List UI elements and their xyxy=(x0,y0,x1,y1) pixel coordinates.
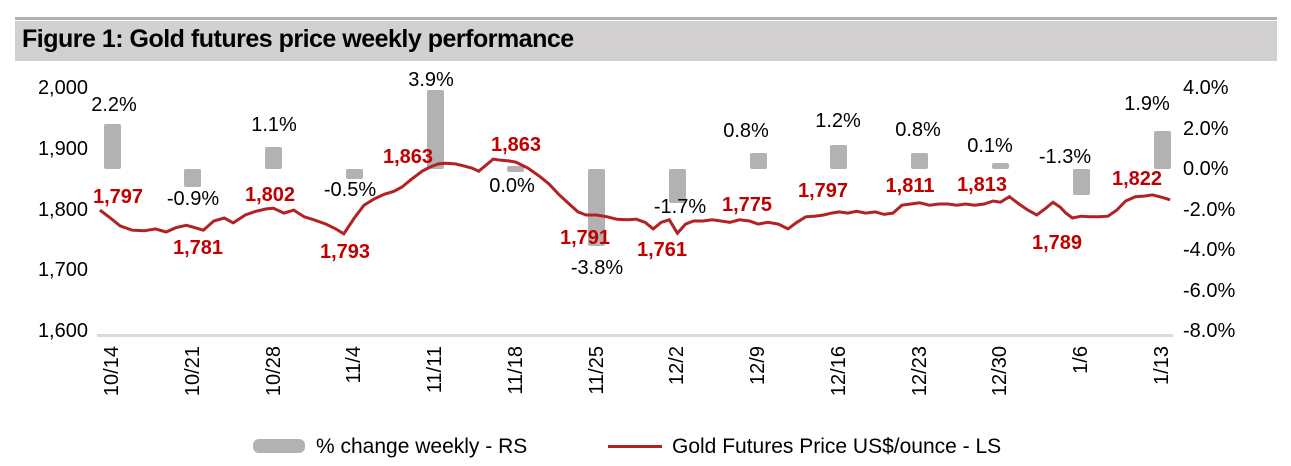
price-label: 1,863 xyxy=(490,134,542,156)
bar xyxy=(265,146,283,169)
price-label: 1,791 xyxy=(559,227,611,249)
right-axis-tick: -6.0% xyxy=(1183,279,1236,302)
price-label: 1,802 xyxy=(244,184,296,206)
bar xyxy=(507,166,525,172)
price-label: 1,822 xyxy=(1111,168,1163,190)
pct-change-label: 1.2% xyxy=(815,110,861,132)
price-label: 1,781 xyxy=(172,237,224,259)
price-label: 1,793 xyxy=(319,241,371,263)
pct-change-label: -3.8% xyxy=(570,257,624,279)
bar xyxy=(991,163,1009,169)
chart-legend: % change weekly - RS Gold Futures Price … xyxy=(0,432,1291,462)
left-axis-tick: 1,700 xyxy=(37,259,88,282)
pct-change-label: -0.5% xyxy=(323,179,377,201)
bar xyxy=(345,169,363,180)
bar xyxy=(749,152,767,169)
left-axis-tick: 1,900 xyxy=(37,137,88,160)
pct-change-label: -1.7% xyxy=(653,196,707,218)
legend-line-swatch-icon xyxy=(608,445,662,448)
right-axis-tick: 2.0% xyxy=(1183,117,1229,140)
bar xyxy=(830,144,848,169)
pct-change-label: 0.0% xyxy=(489,175,535,197)
pct-change-label: 0.1% xyxy=(967,135,1013,157)
legend-bar-label: % change weekly - RS xyxy=(316,435,528,458)
figure-title-bar: Figure 1: Gold futures price weekly perf… xyxy=(15,21,1277,61)
price-label: 1,797 xyxy=(92,186,144,208)
pct-change-label: -1.3% xyxy=(1038,146,1092,168)
price-label: 1,775 xyxy=(721,194,773,216)
right-axis-tick: 0.0% xyxy=(1183,158,1229,180)
figure-title: Figure 1: Gold futures price weekly perf… xyxy=(22,25,574,53)
baseline-gridline xyxy=(97,334,1173,337)
pct-change-label: 3.9% xyxy=(408,69,454,91)
left-axis-tick: 1,600 xyxy=(37,320,88,342)
price-line-path xyxy=(98,157,1171,236)
bar xyxy=(1072,169,1090,196)
right-axis-tick: 4.0% xyxy=(1183,77,1229,99)
bar xyxy=(1153,130,1171,169)
left-axis-tick: 2,000 xyxy=(37,77,88,99)
price-label: 1,797 xyxy=(797,180,849,202)
bar xyxy=(103,124,121,169)
price-label: 1,789 xyxy=(1031,232,1083,254)
pct-change-label: 0.8% xyxy=(723,120,769,142)
pct-change-label: 0.8% xyxy=(895,119,941,141)
right-axis-tick: -4.0% xyxy=(1183,239,1236,261)
top-rule xyxy=(15,17,1277,20)
right-axis-tick: -8.0% xyxy=(1183,320,1236,342)
price-label: 1,811 xyxy=(885,175,935,197)
bar xyxy=(911,152,929,169)
bar xyxy=(668,169,686,204)
legend-bar-swatch-icon xyxy=(253,439,305,453)
pct-change-label: 1.9% xyxy=(1124,93,1170,115)
bar xyxy=(184,169,202,188)
legend-line-label: Gold Futures Price US$/ounce - LS xyxy=(672,435,1002,458)
price-label: 1,863 xyxy=(382,146,434,168)
price-label: 1,813 xyxy=(956,174,1008,196)
right-axis-tick: -2.0% xyxy=(1183,198,1236,221)
bar xyxy=(588,169,606,246)
bar xyxy=(426,90,444,169)
pct-change-label: 1.1% xyxy=(251,114,297,136)
pct-change-label: -0.9% xyxy=(166,188,220,210)
price-label: 1,761 xyxy=(636,239,688,261)
left-axis-tick: 1,800 xyxy=(37,198,88,221)
pct-change-label: 2.2% xyxy=(91,94,137,116)
